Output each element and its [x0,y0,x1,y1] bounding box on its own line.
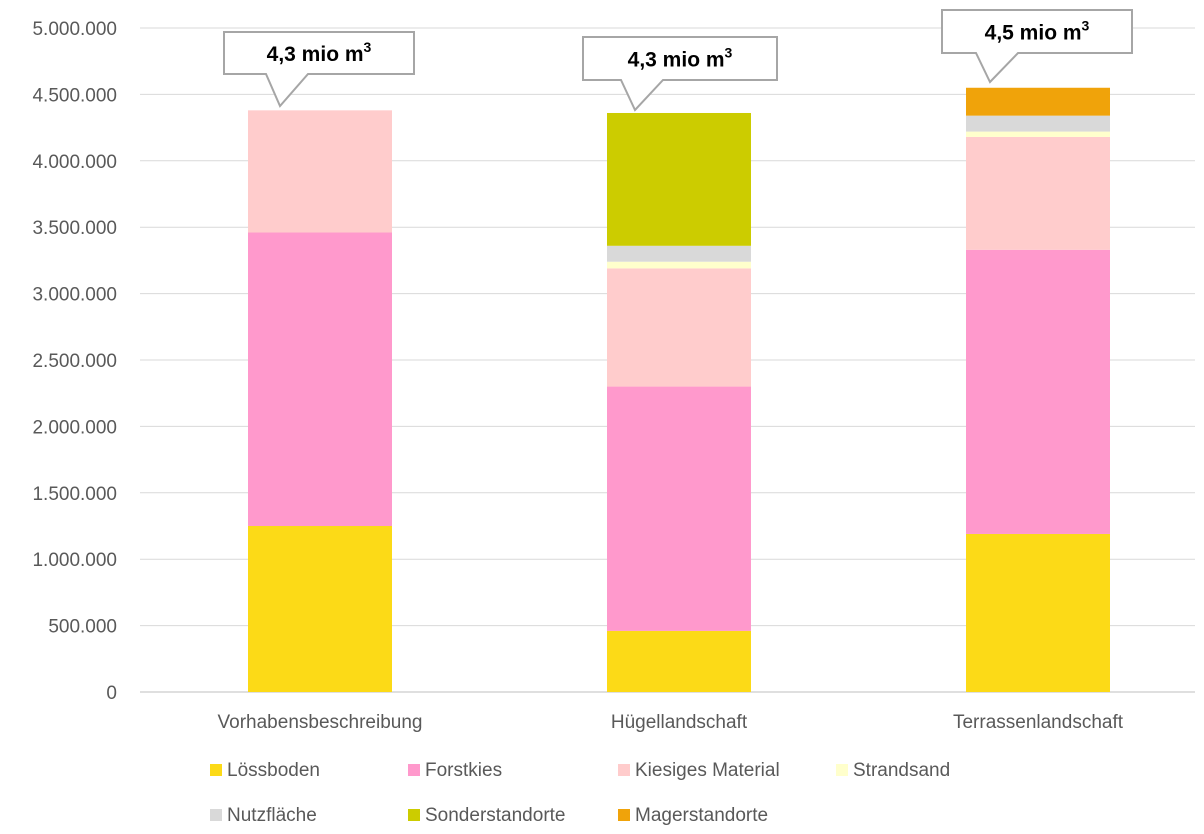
legend-swatch [210,809,222,821]
legend-label: Kiesiges Material [635,760,780,781]
legend-item: Lössboden [210,760,320,781]
legend-item: Magerstandorte [618,805,768,826]
legend-label: Lössboden [227,760,320,781]
callout-label: 4,5 mio m3 [985,18,1090,45]
callout-box: 4,3 mio m3 [582,36,778,112]
legend-label: Strandsand [853,760,950,781]
bar-segment [966,131,1110,137]
callout-box: 4,3 mio m3 [223,31,415,108]
bar-segment [607,245,751,262]
legend-swatch [618,764,630,776]
bar-segment [607,268,751,387]
bars [248,87,1110,692]
callout-annotations: 4,3 mio m3 4,3 mio m3 4,5 mio m3 [223,9,1133,112]
y-tick-label: 5.000.000 [32,19,117,40]
legend-label: Nutzfläche [227,805,317,826]
callout-label: 4,3 mio m3 [628,45,733,72]
bar-segment [248,232,392,526]
y-tick-label: 1.000.000 [32,550,117,571]
callout-label: 4,3 mio m3 [267,39,372,66]
y-tick-label: 0 [106,683,117,704]
callout-shape [941,9,1133,84]
bar-segment [966,249,1110,534]
bar-segment [248,110,392,233]
legend-item: Sonderstandorte [408,805,566,826]
legend-item: Forstkies [408,760,502,781]
legend-swatch [408,764,420,776]
legend: Lössboden Forstkies Kiesiges Material Stran… [210,760,950,826]
bar-segment [966,136,1110,250]
legend-swatch [836,764,848,776]
y-tick-label: 500.000 [48,617,117,638]
y-tick-label: 3.500.000 [32,218,117,239]
y-tick-label: 4.500.000 [32,85,117,106]
bar-segment [966,115,1110,132]
x-category-label: Terrassenlandschaft [953,712,1124,733]
bar-segment [248,526,392,692]
y-tick-label: 4.000.000 [32,152,117,173]
callout-shape [223,31,415,108]
y-tick-label: 1.500.000 [32,484,117,505]
bar-segment [607,386,751,631]
y-tick-label: 2.000.000 [32,417,117,438]
x-category-label: Hügellandschaft [611,712,748,733]
legend-swatch [408,809,420,821]
x-axis-category-labels: Vorhabensbeschreibung Hügellandschaft Terr… [218,712,1124,733]
callout-shape [582,36,778,112]
callout-box: 4,5 mio m3 [941,9,1133,84]
bar-segment [607,630,751,692]
y-tick-label: 3.000.000 [32,285,117,306]
bar-segment [607,112,751,246]
legend-item: Strandsand [836,760,950,781]
legend-item: Kiesiges Material [618,760,780,781]
legend-swatch [618,809,630,821]
y-axis-tick-labels: 0 500.000 1.000.000 1.500.000 2.000.000 2.500… [32,19,117,704]
y-tick-label: 2.500.000 [32,351,117,372]
legend-label: Magerstandorte [635,805,768,826]
x-category-label: Vorhabensbeschreibung [218,712,423,733]
bar-segment [607,261,751,269]
bar-segment [966,533,1110,692]
legend-item: Nutzfläche [210,805,317,826]
legend-label: Sonderstandorte [425,805,566,826]
legend-swatch [210,764,222,776]
legend-label: Forstkies [425,760,502,781]
bar-segment [966,87,1110,116]
